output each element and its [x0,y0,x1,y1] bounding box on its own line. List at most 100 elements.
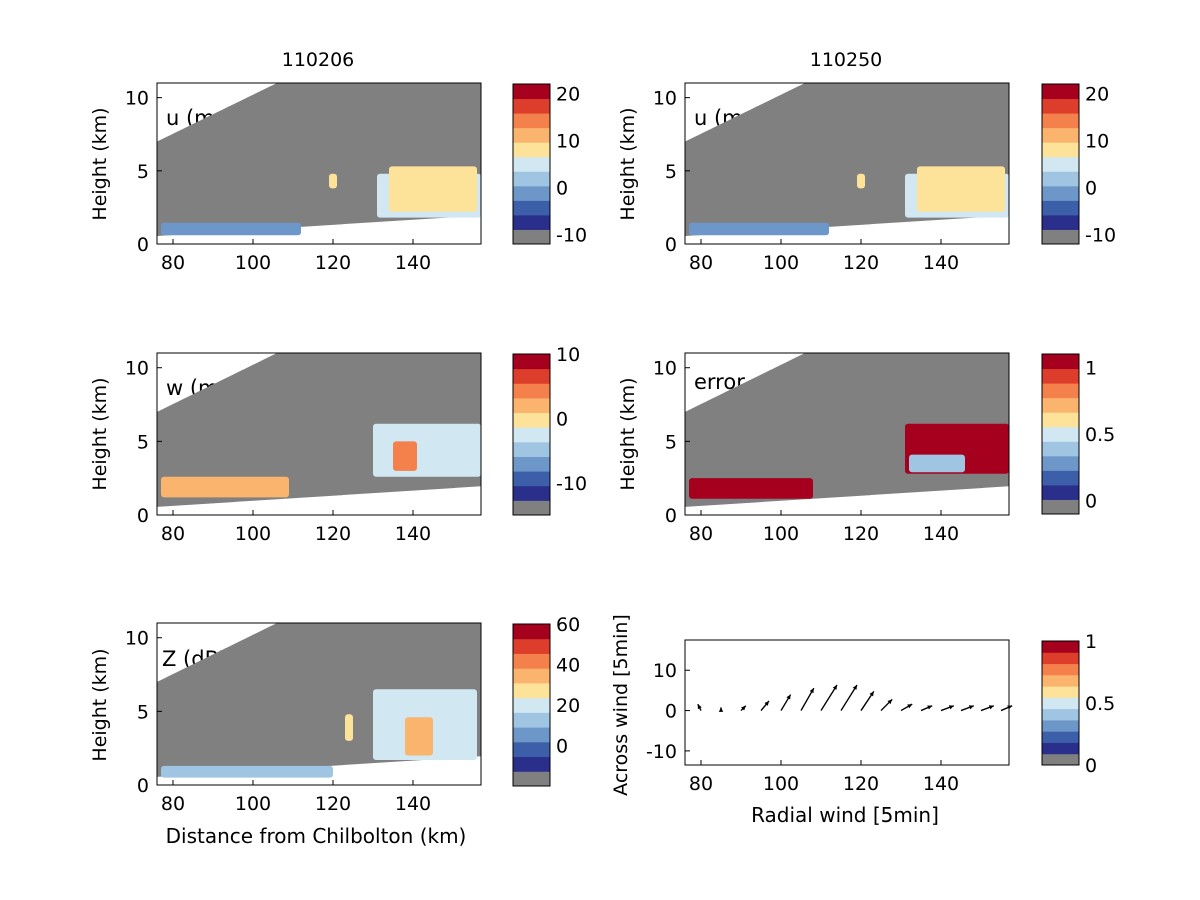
colorbar-0: 20 10 0 -10 [512,83,587,247]
colorbar-tick-label: -10 [556,473,587,495]
y-tick-label: 5 [137,431,149,453]
wind-arrow-head [786,694,791,700]
colorbar-swatch [513,456,550,472]
colorbar-swatch [1042,441,1079,457]
colorbar-tick-label: 0.5 [1085,424,1115,446]
colorbar-swatch [513,354,550,370]
colorbar-swatch [513,412,550,428]
y-tick-label: 10 [125,358,149,380]
panel-ylabel: Height (km) [89,377,111,490]
colorbar-tick-label: 20 [556,695,580,717]
plot-frame [156,622,482,786]
wind-arrow-head [927,705,933,710]
y-tick-label: 10 [125,88,149,110]
y-tick-label: -10 [646,741,677,763]
wind-arrow-head [764,700,769,706]
colorbar-swatch [513,113,550,129]
panel-ylabel: Height (km) [89,648,111,761]
colorbar-swatch [513,756,550,772]
y-tick-label: 10 [125,628,149,650]
x-tick-label: 120 [843,773,879,795]
echo-patch [373,423,481,477]
colorbar-swatch [1042,686,1079,698]
colorbar-swatch [513,668,550,684]
y-tick-label: 5 [665,431,677,453]
colorbar-swatch [513,127,550,143]
panel-ylabel: Across wind [5min] [610,614,632,796]
x-tick-label: 100 [235,252,271,274]
colorbar-swatch [513,229,550,245]
wind-arrow-head [852,684,857,690]
colorbar-tick-label: 0 [1085,491,1097,513]
wind-arrow-head [887,699,893,705]
y-tick-label: 10 [653,660,677,682]
y-tick-label: 5 [137,701,149,723]
y-tick-label: 0 [665,505,677,527]
colorbar-swatch [513,98,550,114]
x-tick-label: 80 [689,773,713,795]
colorbar-swatch [1042,663,1079,676]
echo-patch [689,222,829,236]
colorbar-tick-label: 1 [1085,631,1097,653]
x-tick-label: 80 [161,793,185,815]
left-column-title: 110206 [282,49,355,71]
x-tick-label: 140 [923,523,959,545]
x-tick-label: 100 [763,252,799,274]
panel-wind: Across wind [5min] Radial wind [5min] [610,614,939,827]
colorbar-tick-label: -10 [556,225,587,247]
colorbar-swatch [513,185,550,201]
colorbar-swatch [1042,455,1079,471]
colorbar-swatch [513,368,550,384]
colorbar-swatch [1042,674,1079,687]
colorbar-swatch [1042,229,1079,245]
colorbar-tick-label: 0 [556,178,568,200]
colorbar-swatch [513,383,550,399]
colorbar-swatch [1042,719,1079,732]
colorbar-swatch [1042,214,1079,230]
y-tick-label: 5 [137,161,149,183]
echo-patch [389,166,477,212]
y-tick-label: 0 [665,701,677,723]
wind-arrow-head [869,691,874,697]
plot-panel-1: 0 5 10 80 100 120 140 [653,82,1010,274]
x-tick-label: 120 [843,252,879,274]
colorbar-1: 20 10 0 -10 [1041,83,1116,247]
colorbar-swatch [513,682,550,699]
x-axis-label: Distance from Chilbolton (km) [166,824,467,848]
colorbar-4: 60 40 20 0 [512,614,580,787]
colorbar-swatch [513,427,550,443]
colorbar-swatch [1042,156,1079,172]
colorbar-frame [1041,640,1080,766]
colorbar-tick-label: 10 [556,344,580,366]
x-tick-label: 100 [235,523,271,545]
colorbar-tick-label: 0 [556,736,568,758]
x-tick-label: 80 [689,252,713,274]
colorbar-frame [512,353,551,516]
wind-arrow-head [718,707,724,712]
colorbar-frame [1041,83,1080,245]
colorbar-swatch [1042,652,1079,665]
echo-patch [405,717,433,756]
x-tick-label: 140 [395,523,431,545]
colorbar-frame [512,623,551,787]
x-tick-label: 100 [235,793,271,815]
x-axis-label: Radial wind [5min] [751,803,939,827]
plot-panel-3: 0 5 10 80 100 120 140 [653,352,1010,545]
y-tick-label: 5 [665,161,677,183]
colorbar-tick-label: 0.5 [1085,693,1115,715]
wind-arrow-head [988,705,994,710]
x-tick-label: 100 [763,773,799,795]
colorbar-swatch [513,485,550,501]
y-tick-label: 0 [137,505,149,527]
echo-patch [917,166,1005,212]
x-tick-label: 140 [923,773,959,795]
colorbar-swatch [513,697,550,713]
plot-frame [684,352,1010,516]
colorbar-tick-label: 40 [556,655,580,677]
x-tick-label: 120 [315,793,351,815]
colorbar-swatch [513,638,550,654]
wind-arrow-head [968,705,974,710]
echo-patch [329,173,337,189]
colorbar-swatch [1042,171,1079,187]
colorbar-swatch [513,397,550,414]
